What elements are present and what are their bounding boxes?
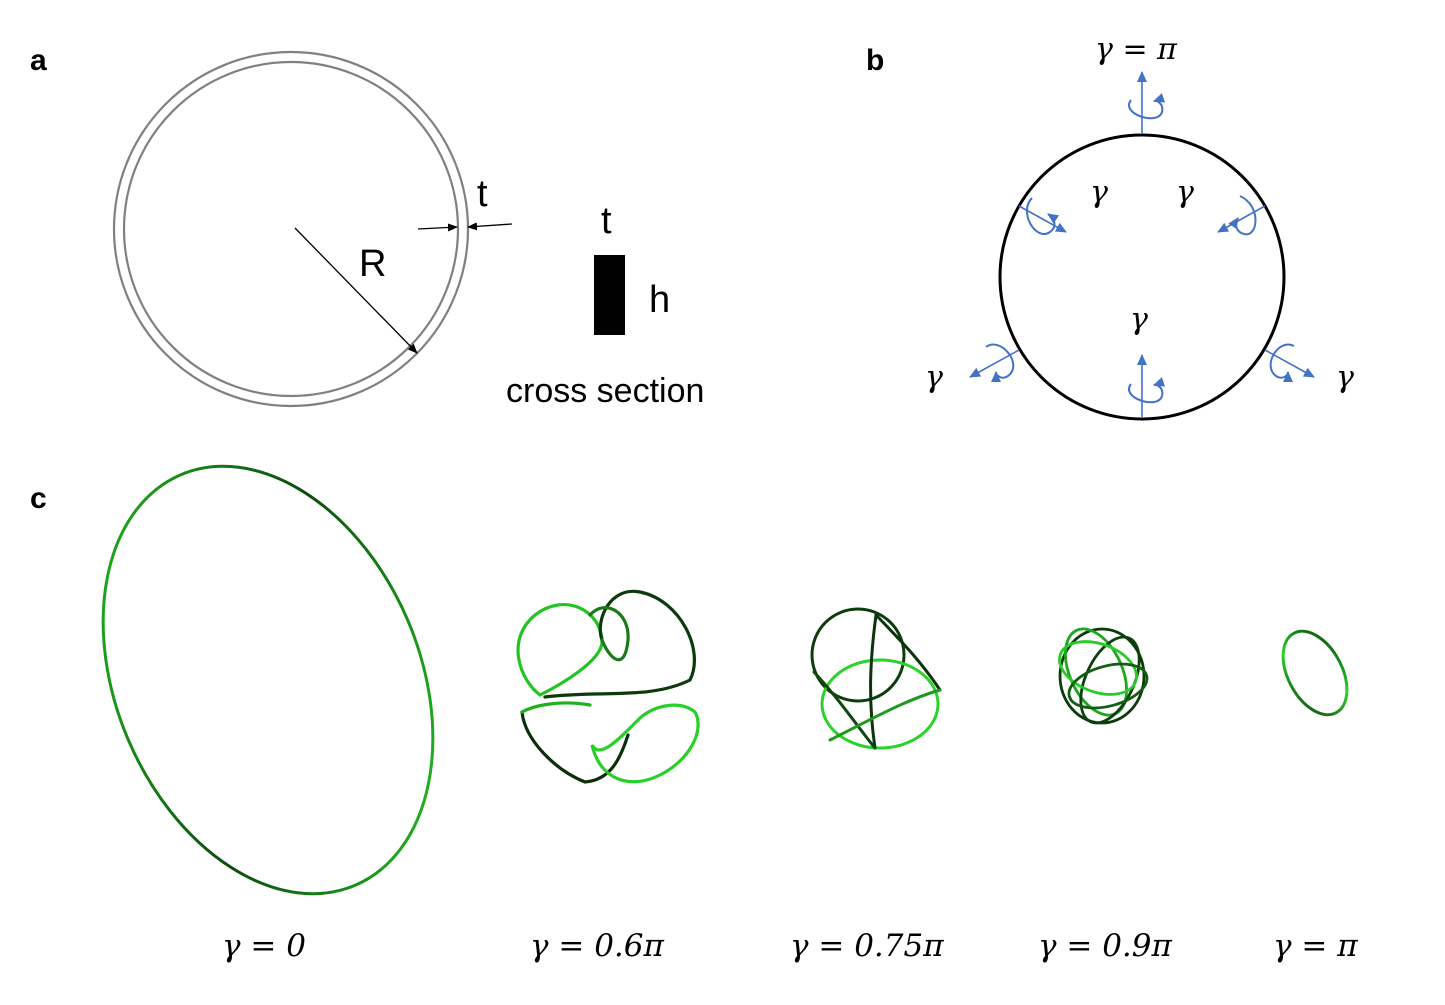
shape-gamma-0 (101, 464, 435, 896)
gamma-label-lower-right: γ (1336, 360, 1354, 395)
radius-label: R (359, 243, 386, 285)
caption-gamma-0.6pi: γ = 0.6π (530, 928, 665, 964)
shape-gamma-0.6pi (516, 589, 700, 784)
rotation-marker-bottom (1128, 354, 1166, 417)
shape-gamma-pi (1281, 629, 1349, 717)
cross-section-t-label: t (601, 200, 612, 242)
panel-b-rotation-diagram: γ = π γ γ γ (925, 32, 1354, 421)
rotation-marker-lower-left (969, 343, 1020, 383)
thickness-label: t (477, 173, 488, 215)
cross-section-caption: cross section (506, 372, 704, 410)
cross-section-rect (594, 255, 625, 335)
caption-gamma-pi: γ = π (1273, 928, 1358, 964)
shape-gamma-0.9pi (1058, 627, 1149, 725)
caption-gamma-0.75pi: γ = 0.75π (790, 928, 944, 964)
rotation-marker-lower-right (1264, 343, 1315, 383)
panel-a-ring-diagram: t R t h cross section (112, 50, 704, 410)
ring-outer-edge (112, 50, 470, 408)
caption-gamma-0.9pi: γ = 0.9π (1038, 928, 1173, 964)
gamma-label-upper-left: γ (1090, 175, 1108, 210)
ring-inner-edge (122, 60, 460, 398)
panel-label-c: c (30, 482, 47, 515)
rotation-marker-top (1128, 71, 1166, 133)
thickness-arrow-left (417, 223, 458, 232)
cross-section-h-label: h (649, 279, 670, 321)
panel-label-a: a (30, 44, 47, 77)
caption-gamma-0: γ = 0 (222, 928, 306, 964)
top-gamma-pi-label: γ = π (1095, 32, 1178, 67)
panel-c-buckled-shapes: γ = 0 γ = 0.6π γ = 0.75π γ = 0.9π γ = π (101, 464, 1358, 964)
shape-gamma-0.75pi (810, 607, 942, 750)
panel-label-b: b (866, 44, 885, 77)
rotation-marker-upper-right (1217, 195, 1266, 236)
thickness-arrow-right (467, 222, 513, 231)
gamma-label-lower-left: γ (925, 360, 943, 395)
radius-arrow (294, 227, 418, 354)
gamma-label-center: γ (1130, 302, 1148, 337)
gamma-label-upper-right: γ (1176, 175, 1194, 210)
rotation-marker-upper-left (1018, 197, 1067, 235)
loop-circle (998, 133, 1286, 421)
